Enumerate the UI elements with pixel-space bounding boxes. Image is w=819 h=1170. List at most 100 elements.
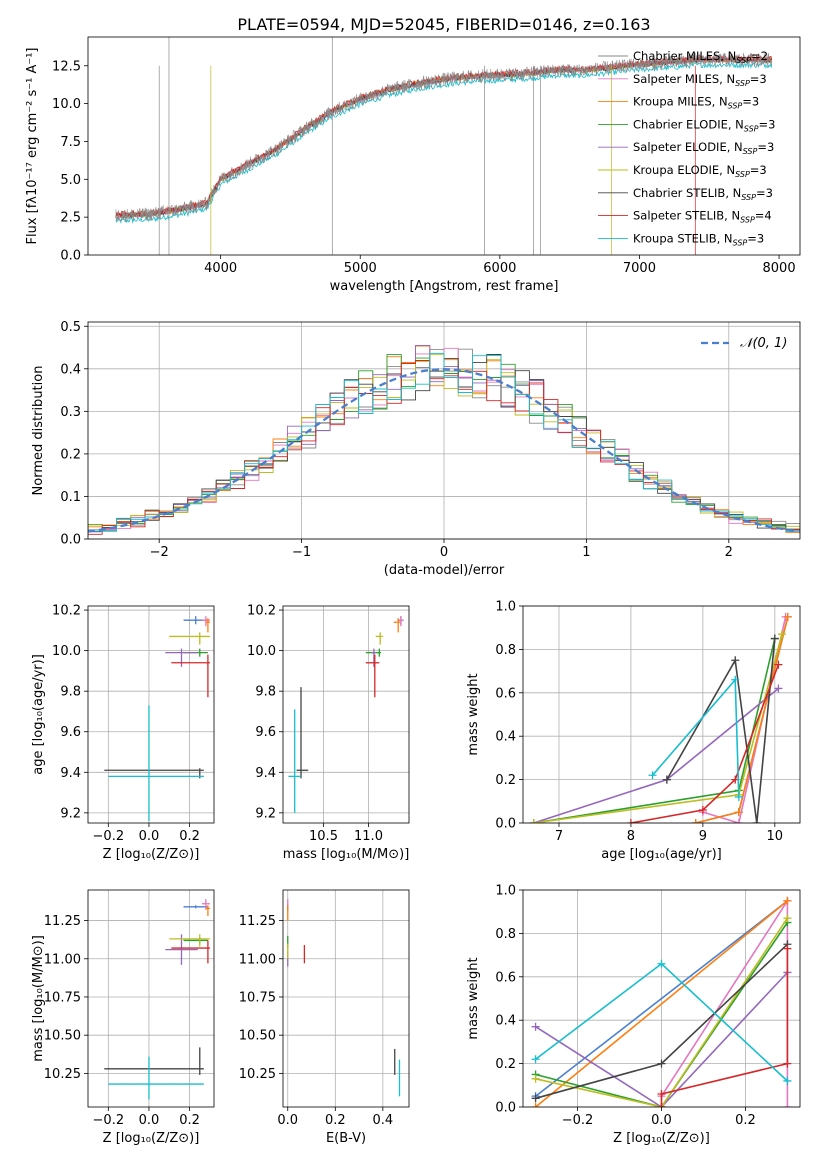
legend-label: Salpeter MILES, NSSP=3 <box>633 72 767 88</box>
y-tick-label: 0.0 <box>60 533 81 548</box>
x-tick-label: 9 <box>699 829 707 844</box>
y-tick-label: 1.0 <box>495 884 516 899</box>
legend-label-suffix: =3 <box>756 186 773 200</box>
weight-marker <box>731 675 740 684</box>
y-tick-label: 9.6 <box>255 725 276 740</box>
x-tick-label: 7 <box>555 829 563 844</box>
x-axis-label: age [log₁₀(age/yr)] <box>601 847 722 862</box>
axes-frame <box>87 605 215 824</box>
weight-line <box>660 948 789 1107</box>
legend-label: Salpeter STELIB, NSSP=4 <box>633 209 772 225</box>
spectrum-panel: 4000 5000 6000 7000 8000 0.0 2.5 5.0 7.5 10.0 12.5… <box>25 36 801 294</box>
legend-label-text: Kroupa STELIB, N <box>633 231 733 245</box>
weight-marker <box>657 1089 666 1098</box>
legend-label-suffix: =3 <box>747 231 764 245</box>
x-tick-label: −0.2 <box>93 1113 125 1128</box>
x-tick-label: 0.2 <box>735 1113 756 1128</box>
x-axis-label: Z [log₁₀(Z/Z⊙)] <box>103 1131 200 1146</box>
y-tick-label: 10.50 <box>44 1029 81 1044</box>
residual-histogram <box>88 352 800 533</box>
x-tick-label: 10 <box>767 829 784 844</box>
y-axis-label: age [log₁₀(age/yr)] <box>31 654 46 775</box>
x-tick-label: −0.2 <box>562 1113 594 1128</box>
y-tick-label: 11.00 <box>44 952 81 967</box>
legend-label: 𝒩(0, 1) <box>740 336 787 351</box>
weight-marker <box>691 819 700 823</box>
y-tick-label: 0.0 <box>495 1101 516 1116</box>
y-tick-label: 0.5 <box>60 320 81 335</box>
weight-marker <box>734 792 743 801</box>
legend-label-suffix: =3 <box>750 163 767 177</box>
weight-marker <box>657 1059 666 1068</box>
legend-label-subscript: SSP <box>741 193 756 202</box>
y-tick-label: 0.2 <box>60 447 81 462</box>
legend-label-text: Salpeter MILES, N <box>633 72 735 86</box>
weight-line <box>535 971 788 1107</box>
axes-frame <box>522 605 801 824</box>
y-tick-label: 10.0 <box>247 644 276 659</box>
y-tick-label: 11.25 <box>44 914 81 929</box>
x-tick-label: 0.0 <box>139 829 160 844</box>
weight-marker <box>662 775 671 784</box>
y-tick-label: 0.4 <box>495 730 516 745</box>
y-tick-label: 0.2 <box>495 773 516 788</box>
weight-marker <box>774 660 783 669</box>
legend-label: Kroupa STELIB, NSSP=3 <box>633 231 764 247</box>
spectrum-line <box>115 52 773 223</box>
y-tick-label: 9.6 <box>60 725 81 740</box>
y-tick-label: 10.2 <box>52 604 81 619</box>
x-tick-label: 0.0 <box>651 1113 672 1128</box>
y-axis-label: Flux [fλ10⁻¹⁷ erg cm⁻² s⁻¹ A⁻¹] <box>25 48 40 245</box>
y-tick-label: 0.2 <box>495 1057 516 1072</box>
x-tick-label: 10.5 <box>309 829 338 844</box>
legend-label-subscript: SSP <box>735 79 750 88</box>
figure-title: PLATE=0594, MJD=52045, FIBERID=0146, z=0… <box>237 15 650 34</box>
weight-marker <box>770 634 779 643</box>
legend-label-suffix: =3 <box>742 95 759 109</box>
weight-line <box>535 917 789 1107</box>
y-tick-label: 0.0 <box>60 249 81 264</box>
y-tick-label: 9.4 <box>60 766 81 781</box>
legend-label-text: Chabrier ELODIE, N <box>633 117 744 131</box>
legend-label-suffix: =2 <box>751 49 768 63</box>
weight-vs-age-panel: 7 8 9 10 0.0 0.2 0.4 0.6 0.8 1.0 age [log₁₀(age/yr… <box>466 600 801 862</box>
weight-marker <box>698 805 707 814</box>
x-tick-label: 5000 <box>344 261 377 276</box>
y-tick-label: 10.75 <box>239 990 276 1005</box>
legend-label-subscript: SSP <box>743 147 758 156</box>
mass-vs-ebv-panel: 0.0 0.2 0.4 10.25 10.50 10.75 11.00 11.25 E(B-V) <box>239 889 410 1146</box>
weight-vs-metallicity-panel: −0.2 0.0 0.2 0.0 0.2 0.4 0.6 0.8 1.0 Z [log₁₀(Z/Z… <box>466 884 801 1146</box>
y-tick-label: 0.0 <box>495 817 516 832</box>
y-tick-label: 9.2 <box>255 806 276 821</box>
x-tick-label: 1 <box>582 545 590 560</box>
x-axis-label: wavelength [Angstrom, rest frame] <box>330 279 559 294</box>
x-tick-label: 0.0 <box>277 1113 298 1128</box>
legend-label-text: Kroupa ELODIE, N <box>633 163 735 177</box>
x-tick-label: 4000 <box>204 261 237 276</box>
weight-marker <box>531 1103 540 1107</box>
weight-marker <box>783 1059 792 1068</box>
weight-marker <box>529 819 538 823</box>
y-tick-label: 0.4 <box>495 1014 516 1029</box>
legend-label-subscript: SSP <box>728 102 743 111</box>
axes-frame <box>522 889 801 1108</box>
y-tick-label: 10.2 <box>247 604 276 619</box>
y-tick-label: 10.75 <box>44 990 81 1005</box>
y-tick-label: 9.4 <box>255 766 276 781</box>
plot-area <box>288 616 404 813</box>
y-tick-label: 10.0 <box>52 644 81 659</box>
weight-marker <box>783 1103 792 1107</box>
y-tick-label: 10.0 <box>52 97 81 112</box>
y-tick-label: 2.5 <box>60 211 81 226</box>
legend-label: Chabrier ELODIE, NSSP=3 <box>633 117 775 133</box>
y-tick-label: 1.0 <box>495 600 516 615</box>
legend-label-subscript: SSP <box>740 216 755 225</box>
y-tick-label: 0.8 <box>495 643 516 658</box>
legend-label: Chabrier STELIB, NSSP=3 <box>633 186 773 202</box>
plot-area <box>287 899 401 1097</box>
legend-label-subscript: SSP <box>735 170 750 179</box>
residuals-panel: −2 −1 0 1 2 0.0 0.1 0.2 0.3 0.4 0.5 (data-model)/er… <box>31 320 801 578</box>
age-vs-mass-panel: 10.5 11.0 9.2 9.4 9.6 9.8 10.0 10.2 mass [log₁₀(… <box>247 604 410 862</box>
plot-area <box>88 344 800 536</box>
